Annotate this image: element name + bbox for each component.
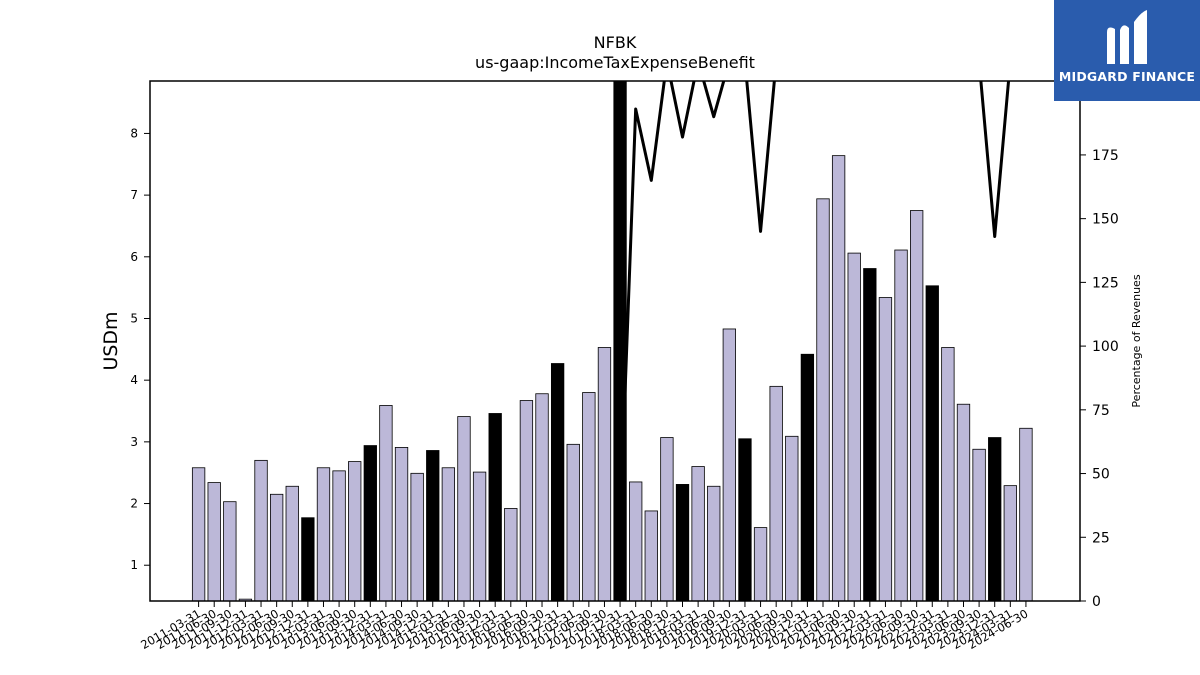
y-tick-label: 4	[130, 373, 138, 387]
bar-2016-03-31	[504, 508, 518, 602]
bar-2019-09-30	[722, 328, 736, 602]
chart-subtitle: us-gaap:IncomeTaxExpenseBenefit	[475, 53, 755, 72]
brand-logo: MIDGARD FINANCE	[1054, 0, 1200, 101]
bar-2023-09-30	[972, 448, 986, 602]
y2-tick-label: 150	[1092, 212, 1119, 228]
bar-2013-09-30	[348, 461, 362, 602]
y2-tick-label: 25	[1092, 530, 1110, 546]
y2-tick-label: 100	[1092, 339, 1119, 355]
bar-2024-03-31	[1003, 485, 1017, 602]
bar-2013-03-31	[316, 467, 331, 602]
bar-2018-03-31	[629, 481, 643, 602]
y-tick-label: 5	[130, 311, 138, 325]
bar-2015-03-31	[441, 467, 456, 602]
percentage-of-revenues-line	[618, 81, 1011, 525]
bar-2014-12-31	[426, 450, 440, 602]
bar-2022-12-31	[925, 285, 939, 602]
percentage-line-layer	[618, 81, 1011, 525]
y2-tick-label: 125	[1092, 275, 1119, 291]
bar-2016-06-30	[519, 400, 534, 602]
bar-2022-06-30	[894, 249, 908, 602]
y2-tick-label: 0	[1092, 594, 1101, 610]
y-tick-label: 8	[130, 126, 138, 140]
bar-2020-03-31	[753, 527, 768, 602]
y-axis-label: USDm	[100, 311, 122, 370]
bar-2013-06-30	[332, 470, 346, 602]
chart-title: NFBK	[594, 33, 637, 52]
bar-2023-12-31	[988, 437, 1002, 602]
bar-2012-06-30	[269, 493, 284, 602]
y-tick-label: 1	[130, 558, 138, 572]
y2-axis-label: Percentage of Revenues	[1130, 274, 1143, 407]
bar-2021-03-31	[816, 198, 830, 602]
plot-frame	[149, 80, 1081, 602]
bar-2015-09-30	[472, 471, 487, 602]
bar-2012-09-30	[285, 485, 299, 602]
bar-2018-06-30	[644, 510, 658, 602]
bar-2023-06-30	[956, 403, 971, 602]
bar-2019-12-31	[738, 438, 752, 602]
bar-2011-09-30	[223, 501, 237, 602]
y2-tick-label: 50	[1092, 467, 1110, 483]
bar-2017-09-30	[597, 347, 612, 602]
bar-2020-12-31	[800, 353, 815, 602]
bar-2016-12-31	[550, 363, 565, 602]
bar-2012-03-31	[254, 459, 268, 602]
bar-2014-06-30	[394, 447, 409, 602]
bar-2018-09-30	[660, 437, 674, 602]
midgard-m-icon	[1107, 10, 1147, 64]
y-tick-label: 2	[130, 497, 138, 511]
y2-tick-label: 75	[1092, 403, 1110, 419]
bar-2023-03-31	[941, 347, 955, 602]
axes: 1234567802550751001251501752011-03-31201…	[130, 80, 1119, 652]
bar-2014-09-30	[410, 472, 424, 602]
y-tick-label: 3	[130, 435, 138, 449]
y-tick-label: 6	[130, 250, 138, 264]
bar-2017-06-30	[582, 392, 596, 602]
bar-2022-09-30	[910, 210, 924, 602]
bar-2024-06-30	[1019, 427, 1033, 602]
bar-2020-06-30	[769, 385, 783, 602]
bar-2011-06-30	[207, 482, 221, 602]
bar-2011-03-31	[191, 467, 206, 602]
bar-2022-03-31	[878, 297, 893, 602]
bar-2018-12-31	[675, 484, 690, 602]
bar-2016-09-30	[535, 393, 549, 602]
bar-2015-06-30	[457, 416, 471, 602]
bar-2021-09-30	[847, 252, 861, 602]
y-tick-label: 7	[130, 188, 138, 202]
bar-2020-09-30	[785, 435, 799, 602]
bar-2021-06-30	[831, 155, 846, 602]
bar-2012-12-31	[301, 517, 315, 602]
bar-2019-06-30	[707, 485, 721, 602]
bar-2021-12-31	[863, 268, 877, 602]
bar-2014-03-31	[379, 405, 393, 602]
bar-2019-03-31	[691, 466, 705, 602]
y2-tick-label: 175	[1092, 148, 1119, 164]
bar-2015-12-31	[488, 413, 502, 602]
bar-2013-12-31	[363, 445, 377, 602]
bar-2017-03-31	[566, 443, 580, 602]
bar-series	[191, 80, 1033, 602]
brand-name: MIDGARD FINANCE	[1058, 69, 1196, 84]
